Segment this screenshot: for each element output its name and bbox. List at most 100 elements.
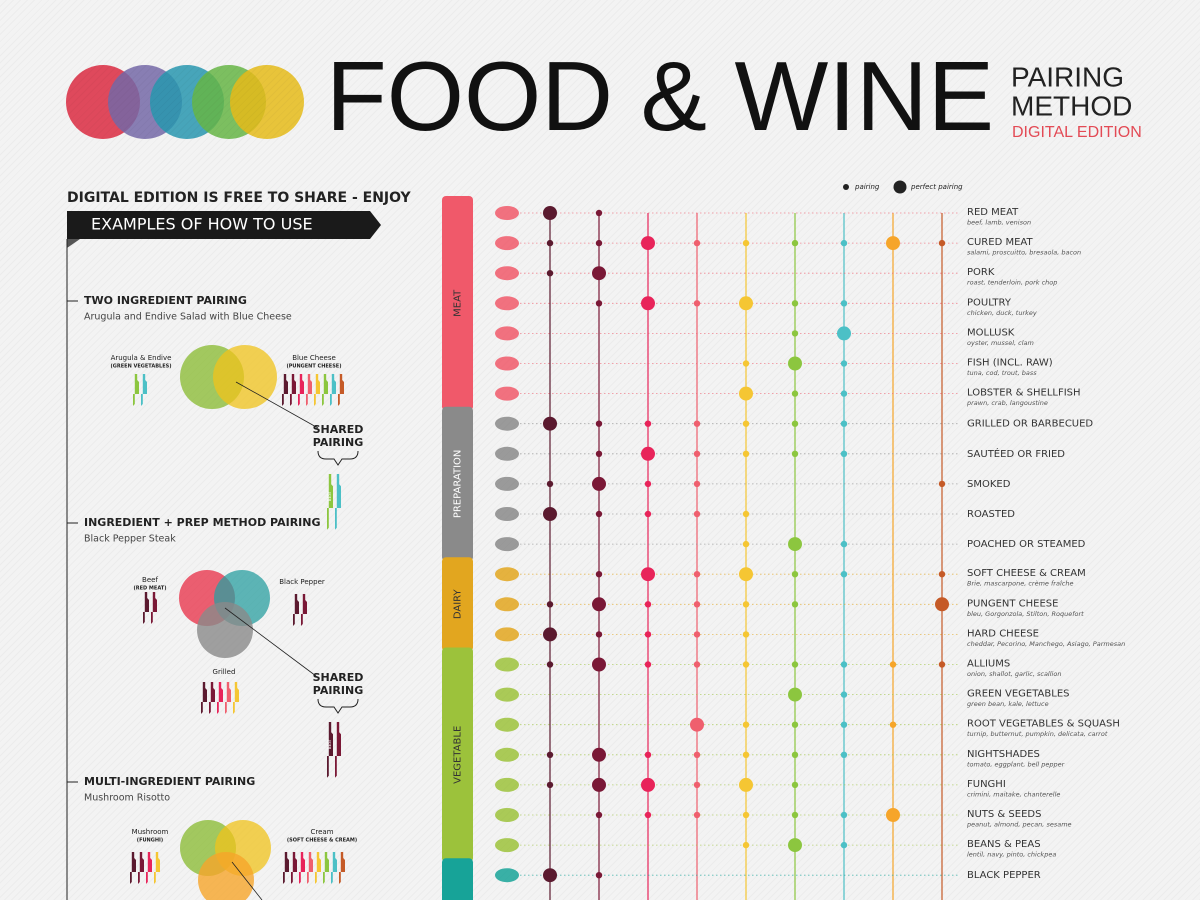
row-detail: peanut, almond, pecan, sesame (966, 821, 1072, 829)
subtitle: METHOD (1011, 90, 1132, 121)
group-bar (442, 557, 473, 652)
pairing-dot (791, 751, 799, 758)
pairing-dot (840, 811, 848, 819)
subtitle: PAIRING (1011, 61, 1124, 92)
pointer (224, 607, 317, 677)
pairing-dot (840, 540, 848, 548)
ingredient-icon (495, 236, 519, 251)
ingredient-icon (495, 537, 519, 552)
legend-label: perfect pairing (910, 183, 963, 191)
pairing-dot (938, 571, 946, 578)
pointer (231, 861, 263, 900)
bottle (133, 374, 139, 406)
pairing-dot (693, 661, 701, 668)
perfect-pairing-dot (641, 777, 655, 792)
row-name: ALLIUMS (967, 659, 1010, 670)
ingredient-icon (495, 627, 519, 642)
perfect-pairing-dot (592, 266, 606, 281)
ingredient-icon (495, 356, 519, 371)
pairing-dot (546, 601, 554, 608)
ingredient-icon (495, 507, 519, 521)
row-name: ROOT VEGETABLES & SQUASH (967, 719, 1120, 730)
row-detail: chicken, duck, turkey (967, 309, 1037, 317)
pairing-dot (742, 721, 750, 728)
pairing-dot (546, 480, 554, 488)
perfect-pairing-dot (641, 446, 655, 461)
bottle (138, 852, 144, 884)
pairing-dot (840, 360, 848, 367)
group-bar (442, 196, 473, 411)
pairing-dot (742, 540, 750, 548)
pairing-dot (742, 661, 750, 668)
pairing-dot (644, 420, 652, 427)
ingredient-category: (RED MEAT) (133, 586, 166, 592)
bottle (141, 374, 147, 406)
ingredient-icon (495, 717, 519, 732)
pairing-dot (791, 571, 799, 578)
pairing-dot (840, 841, 848, 849)
ingredient-icon (495, 476, 519, 491)
ingredient-icon (495, 657, 519, 672)
bottle (225, 682, 231, 714)
pairing-dot (693, 571, 701, 578)
row-name: RED MEAT (967, 207, 1019, 218)
perfect-pairing-dot (739, 567, 753, 582)
ingredient-icon (495, 838, 519, 853)
bottle (322, 852, 329, 884)
row-name: POACHED OR STEAMED (967, 539, 1086, 550)
row-detail: Brie, mascarpone, crème fraîche (967, 580, 1073, 588)
bottle (306, 852, 313, 884)
bottle (330, 852, 337, 884)
bottle (313, 374, 320, 406)
perfect-pairing-dot (788, 838, 802, 853)
perfect-pairing-dot (935, 597, 949, 612)
pairing-dot (742, 841, 750, 849)
row-detail: lentil, navy, pinto, chickpea (967, 851, 1056, 859)
bottle (146, 852, 152, 884)
row-name: MOLLUSK (967, 327, 1015, 338)
pairing-dot (840, 239, 848, 247)
row-name: PORK (967, 267, 995, 278)
bottle (209, 682, 215, 714)
legend-label: pairing (854, 183, 880, 191)
pairing-dot (546, 661, 554, 668)
bottle (290, 852, 297, 884)
shared: SHARED (313, 423, 364, 436)
bottle (201, 682, 207, 714)
pairing-dot (546, 270, 554, 277)
shared: SHARED (313, 671, 364, 684)
row-name: LOBSTER & SHELLFISH (967, 388, 1081, 399)
row-detail: turnip, butternut, pumpkin, delicata, ca… (967, 730, 1108, 738)
ingredient-icon (495, 206, 519, 220)
pairing-dot (791, 811, 799, 819)
pairing-dot (791, 721, 799, 728)
ingredient: Cream (310, 828, 333, 836)
perfect-pairing-dot (641, 236, 655, 251)
ingredient-icon (495, 296, 519, 311)
pairing-dot (644, 510, 652, 518)
ingredient-category: (GREEN VEGETABLES) (111, 364, 172, 370)
pairing-dot (546, 751, 554, 758)
pairing-dot (742, 420, 750, 427)
row-name: NIGHTSHADES (967, 749, 1040, 760)
row-detail: salami, proscuitto, bresaola, bacon (967, 249, 1081, 257)
row-name: FUNGHI (967, 779, 1006, 790)
pairing-dot (595, 811, 603, 819)
row-name: FISH (INCL. RAW) (967, 358, 1053, 369)
perfect-pairing-dot (641, 296, 655, 311)
bottle (282, 852, 289, 884)
legend-dot (893, 180, 907, 194)
perfect-pairing-dot (592, 777, 606, 792)
bottle (143, 592, 149, 624)
pairing-dot (644, 751, 652, 758)
row-detail: beef, lamb, venison (967, 219, 1031, 227)
pairing-dot (595, 631, 603, 638)
group-label: VEGETABLE (453, 726, 464, 784)
pairing-dot (840, 751, 848, 758)
pairing-dot (595, 209, 603, 217)
row-name: BLACK PEPPER (967, 870, 1041, 881)
pairing-dot (840, 721, 848, 728)
ingredient-icon (495, 868, 519, 883)
perfect-pairing-dot (543, 416, 557, 431)
